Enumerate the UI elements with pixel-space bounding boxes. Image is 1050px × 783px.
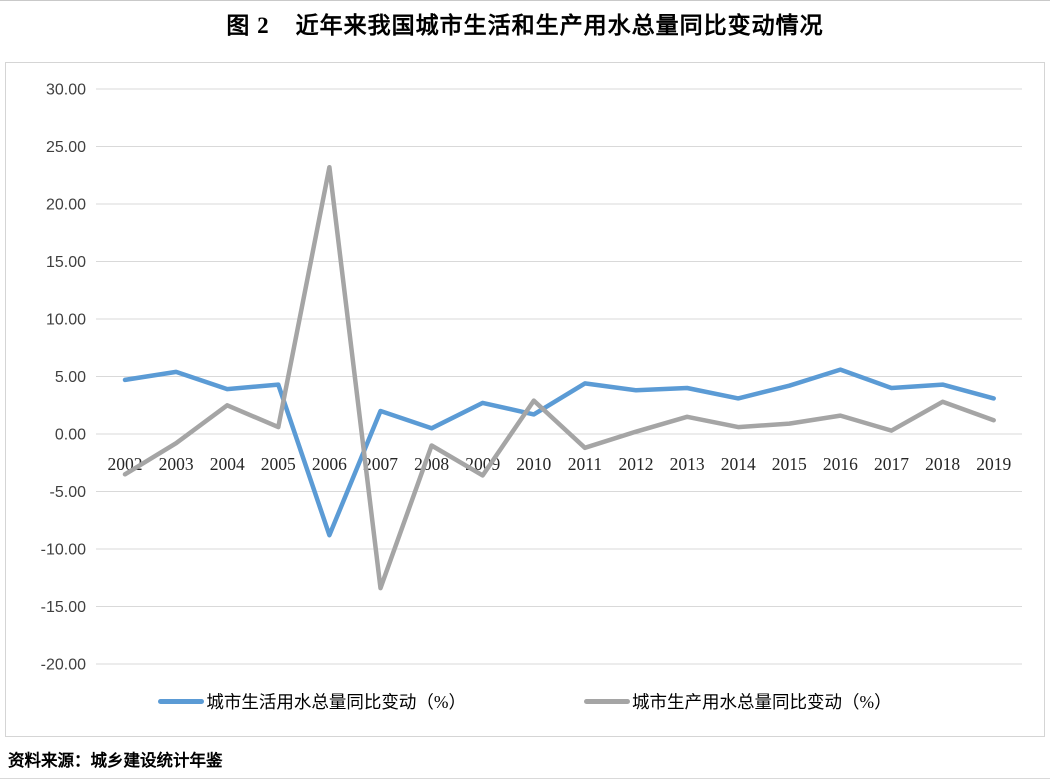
x-axis-year-label: 2011 — [568, 454, 602, 474]
top-divider — [0, 0, 1050, 1]
legend-swatch-domestic — [158, 699, 205, 704]
x-axis-year-label: 2003 — [159, 454, 194, 474]
legend: 城市生活用水总量同比变动（%） 城市生产用水总量同比变动（%） — [6, 689, 1044, 714]
series-line-production — [122, 164, 996, 591]
source-note: 资料来源：城乡建设统计年鉴 — [8, 751, 223, 770]
bottom-divider — [0, 778, 1050, 779]
legend-swatch-production — [584, 699, 630, 704]
x-axis-year-label: 2005 — [261, 454, 296, 474]
x-axis-year-label: 2010 — [516, 454, 551, 474]
y-axis-tick-label: 5.00 — [55, 369, 86, 386]
x-axis-year-label: 2019 — [976, 454, 1011, 474]
x-axis-year-label: 2006 — [312, 454, 347, 474]
x-axis-year-label: 2015 — [772, 454, 807, 474]
y-axis-tick-label: 30.00 — [46, 82, 86, 99]
x-axis-year-label: 2004 — [210, 454, 245, 474]
x-axis-year-label: 2017 — [874, 454, 909, 474]
x-axis-year-label: 2018 — [925, 454, 960, 474]
legend-label-production: 城市生产用水总量同比变动（%） — [632, 692, 892, 712]
series-line-domestic — [122, 367, 996, 538]
x-axis-year-label: 2008 — [414, 454, 449, 474]
x-axis-year-label: 2012 — [619, 454, 654, 474]
y-axis-tick-label: -15.00 — [41, 599, 86, 616]
chart-area: 30.00 25.00 20.00 15.00 10.00 5.00 0.00 -5.00 -1… — [5, 62, 1045, 737]
legend-label-domestic: 城市生活用水总量同比变动（%） — [206, 692, 466, 712]
y-axis-tick-label: -20.00 — [41, 657, 86, 674]
y-axis-tick-label: 15.00 — [46, 254, 86, 271]
x-axis-year-label: 2007 — [363, 454, 398, 474]
y-axis-tick-label: -5.00 — [50, 484, 87, 501]
x-axis-year-label: 2014 — [721, 454, 756, 474]
legend-item-domestic: 城市生活用水总量同比变动（%） — [158, 689, 466, 714]
y-axis-tick-label: 0.00 — [55, 427, 86, 444]
figure-number: 图 2 — [226, 13, 270, 38]
chart-title: 图 2 近年来我国城市生活和生产用水总量同比变动情况 — [0, 6, 1050, 40]
figure-title-text: 近年来我国城市生活和生产用水总量同比变动情况 — [295, 13, 824, 38]
legend-item-production: 城市生产用水总量同比变动（%） — [584, 689, 892, 714]
line-chart: 30.00 25.00 20.00 15.00 10.00 5.00 0.00 -5.00 -1… — [41, 82, 1022, 674]
x-axis-year-label: 2016 — [823, 454, 858, 474]
y-axis-tick-label: -10.00 — [41, 542, 86, 559]
y-axis-tick-label: 20.00 — [46, 197, 86, 214]
x-axis-year-label: 2013 — [670, 454, 705, 474]
x-axis-year-label: 2002 — [108, 454, 143, 474]
y-axis-tick-label: 25.00 — [46, 139, 86, 156]
y-axis-tick-label: 10.00 — [46, 312, 86, 329]
